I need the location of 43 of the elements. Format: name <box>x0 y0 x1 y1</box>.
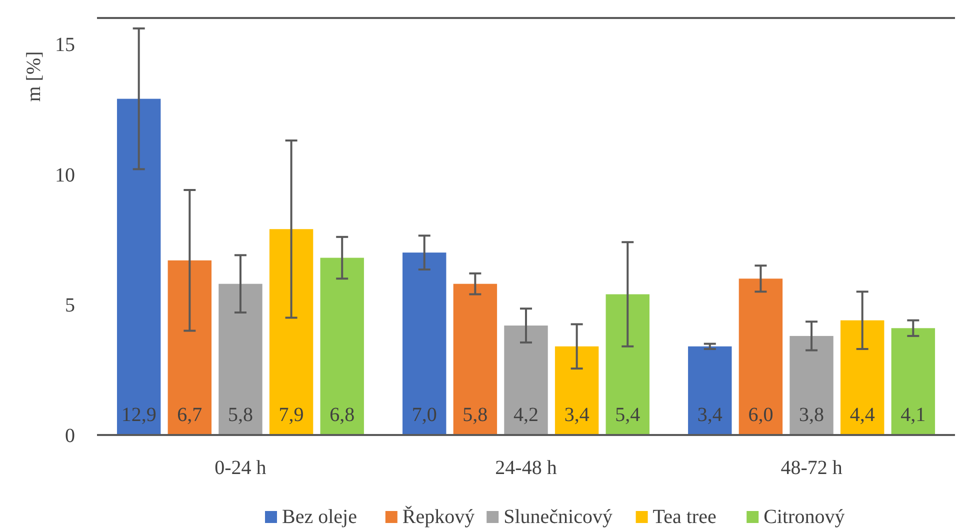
legend-label: Slunečnicový <box>504 506 612 528</box>
x-tick-label: 24-48 h <box>495 457 557 479</box>
data-label: 5,8 <box>228 404 253 426</box>
bar <box>554 346 599 435</box>
data-label: 5,8 <box>462 404 488 426</box>
y-axis-title: m [%] <box>23 51 45 102</box>
bar <box>402 252 446 435</box>
data-label: 7,0 <box>412 404 437 426</box>
bar <box>688 346 732 435</box>
bar <box>790 336 834 435</box>
data-label: 6,0 <box>748 404 774 426</box>
data-label: 5,4 <box>615 404 640 426</box>
bar <box>168 260 212 435</box>
data-label: 3,8 <box>799 404 824 426</box>
x-tick-label: 48-72 h <box>780 457 842 479</box>
data-label: 4,4 <box>850 404 875 426</box>
data-label: 7,9 <box>278 404 304 426</box>
bar <box>116 98 161 435</box>
bar <box>606 294 650 435</box>
legend-label: Tea tree <box>652 506 716 528</box>
bar <box>840 320 884 435</box>
data-label: 6,7 <box>177 404 202 426</box>
y-tick-label: 0 <box>65 425 75 447</box>
bar <box>891 328 936 435</box>
y-tick-label: 15 <box>55 34 75 56</box>
y-tick-label: 10 <box>55 164 75 186</box>
legend-label: Řepkový <box>402 505 475 528</box>
bar <box>504 326 548 435</box>
data-label: 6,8 <box>330 404 355 426</box>
data-label: 3,4 <box>564 404 590 426</box>
bar <box>320 258 364 435</box>
data-label: 12,9 <box>121 404 156 426</box>
legend-label: Bez oleje <box>282 506 358 528</box>
y-tick-label: 5 <box>65 294 75 317</box>
data-label: 4,2 <box>514 404 538 426</box>
bar <box>453 284 498 435</box>
data-label: 4,1 <box>900 404 926 426</box>
legend-label: Citronový <box>764 506 845 528</box>
bar <box>738 278 783 435</box>
bar <box>269 229 314 435</box>
bar <box>218 284 262 435</box>
x-tick-label: 0-24 h <box>214 457 266 479</box>
data-label: 3,4 <box>697 404 722 426</box>
